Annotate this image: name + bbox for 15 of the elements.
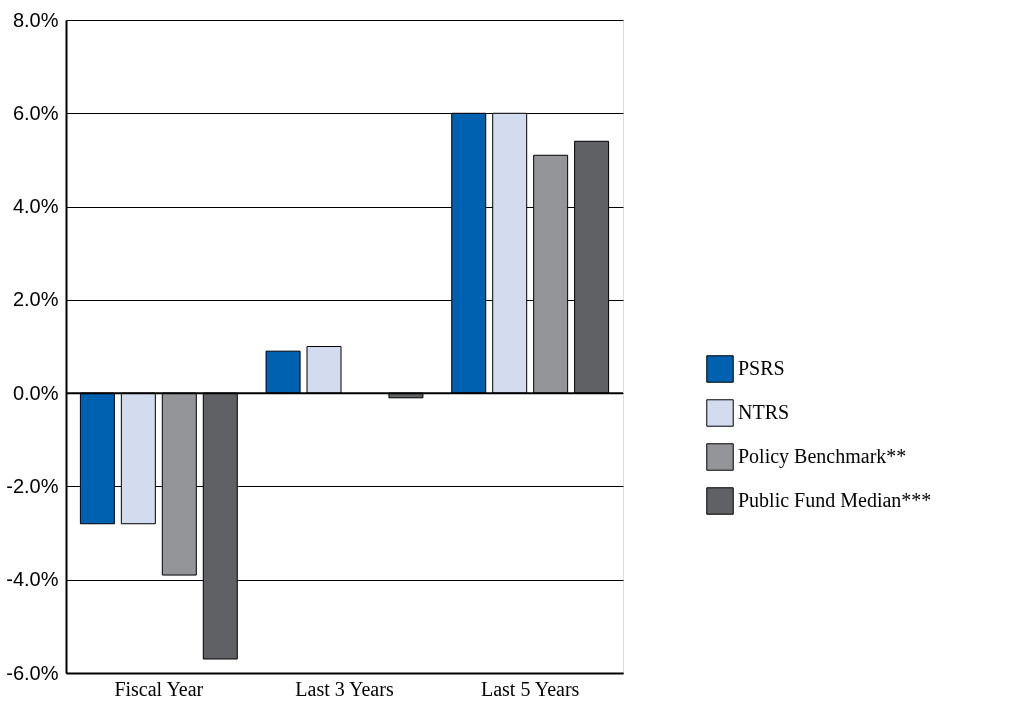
y-tick-label: -4.0% (6, 568, 59, 591)
y-tick-label: 8.0% (12, 8, 59, 31)
legend-label: Public Fund Median*** (738, 489, 932, 511)
y-tick-label: 6.0% (12, 101, 59, 124)
y-tick-label: -6.0% (6, 661, 59, 684)
y-tick-label: 0.0% (12, 381, 59, 404)
x-tick-label: Fiscal Year (114, 677, 204, 700)
x-tick-label: Last 3 Years (295, 677, 394, 700)
y-tick-label: 4.0% (12, 195, 59, 218)
legend-label: NTRS (738, 401, 790, 423)
legend-label: PSRS (738, 357, 785, 379)
legend-label: Policy Benchmark** (738, 445, 907, 468)
y-tick-label: 2.0% (12, 288, 59, 311)
x-tick-label: Last 5 Years (480, 677, 580, 700)
y-tick-label: -2.0% (6, 474, 59, 497)
